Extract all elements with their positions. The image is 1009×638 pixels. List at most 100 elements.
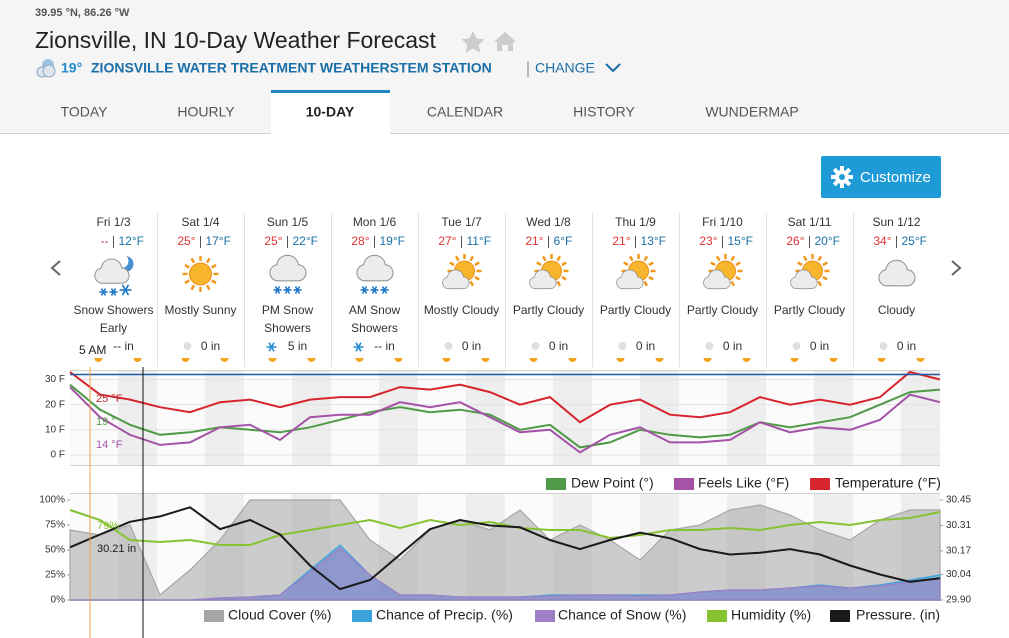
day-high: 23°	[699, 234, 717, 248]
precip-drop	[705, 342, 714, 350]
day-high: 21°	[525, 234, 543, 248]
prev-arrow[interactable]	[50, 260, 61, 276]
legend-label[interactable]: Humidity (%)	[731, 607, 811, 623]
tab[interactable]: HISTORY	[573, 104, 635, 120]
line-series	[69, 386, 941, 454]
sun-ray	[648, 275, 654, 281]
precip-drop	[183, 342, 192, 350]
day-high: 21°	[612, 234, 630, 248]
legend-swatch[interactable]	[707, 610, 727, 622]
legend-label[interactable]: Dew Point (°)	[571, 475, 654, 491]
day-condition: AM Snow Showers	[348, 303, 401, 335]
sunset-mark	[394, 358, 403, 362]
sun-ray	[474, 275, 480, 281]
snowflake	[381, 286, 388, 294]
tab[interactable]: CALENDAR	[427, 104, 503, 120]
favorite-star[interactable]	[461, 31, 485, 53]
legend-label[interactable]: Feels Like (°F)	[698, 475, 789, 491]
y-tick-label: 20 F	[45, 399, 65, 410]
legend-label[interactable]: Cloud Cover (%)	[228, 607, 331, 623]
sun-ray	[710, 261, 716, 267]
sun-ray	[556, 255, 562, 262]
sun-ray	[715, 255, 721, 262]
cloud	[887, 276, 907, 286]
annotation: 30.21 in	[97, 543, 136, 555]
y-tick-label: 75%	[45, 520, 65, 531]
sunset-mark	[133, 358, 142, 362]
snowflake	[274, 286, 281, 294]
day-low: 19°F	[380, 234, 405, 248]
station-icon	[36, 59, 56, 78]
day-precip: 0 in	[462, 339, 481, 353]
y-tick-label: 25%	[45, 570, 65, 581]
customize-button[interactable]	[821, 156, 941, 198]
day-condition: Snow Showers Early	[73, 303, 154, 335]
legend-label[interactable]: Chance of Snow (%)	[558, 607, 686, 623]
sun-ray	[541, 255, 547, 262]
night-band	[639, 370, 679, 465]
sun-ray	[817, 255, 823, 262]
legend-swatch[interactable]	[352, 610, 372, 622]
sun-ray	[205, 284, 211, 291]
precip-drop	[618, 342, 627, 350]
y-tick-label: 10 F	[45, 424, 65, 435]
day-low: 11°F	[467, 234, 492, 248]
sun-ray	[190, 257, 196, 264]
snowflake	[361, 286, 368, 294]
legend-swatch[interactable]	[546, 478, 566, 490]
day-low: 25°F	[902, 234, 927, 248]
day-condition: Partly Cloudy	[599, 303, 672, 317]
tab[interactable]: TODAY	[61, 104, 109, 120]
day-date: Sat 1/4	[181, 215, 219, 229]
sun-ray	[817, 280, 823, 287]
day-precip: 0 in	[810, 339, 829, 353]
next-arrow[interactable]	[951, 260, 962, 276]
day-low: 22°F	[293, 234, 318, 248]
day-date: Fri 1/10	[702, 215, 743, 229]
cloud	[796, 282, 812, 289]
legend-label[interactable]: Chance of Precip. (%)	[376, 607, 513, 623]
active-tab-bg	[271, 90, 390, 134]
customize-label[interactable]: Customize	[860, 169, 931, 186]
legend-swatch[interactable]	[535, 610, 555, 622]
sunset-mark	[307, 358, 316, 362]
y2-tick-label: 30.04	[946, 569, 971, 580]
day-low: 13°F	[641, 234, 666, 248]
legend-swatch[interactable]	[674, 478, 694, 490]
legend-swatch[interactable]	[204, 610, 224, 622]
sun-ray	[205, 257, 211, 264]
cloud	[622, 282, 638, 289]
legend-label[interactable]: Pressure. (in)	[856, 607, 940, 623]
sun-ray	[643, 280, 649, 287]
precip-drop	[792, 342, 801, 350]
station-name[interactable]: ZIONSVILLE WATER TREATMENT WEATHERSTEM S…	[91, 60, 492, 76]
annotation: 19 °	[96, 416, 116, 428]
sun-ray	[730, 280, 736, 287]
day-date: Sun 1/5	[267, 215, 309, 229]
cloud	[709, 282, 725, 289]
tab[interactable]: 10-DAY	[306, 104, 355, 120]
sun-ray	[628, 255, 634, 262]
cloud	[365, 271, 385, 281]
cloud	[102, 274, 122, 283]
y-tick-label: 0%	[51, 595, 66, 606]
precip-drop	[444, 342, 453, 350]
legend-label[interactable]: Temperature (°F)	[835, 475, 941, 491]
y2-tick-label: 30.17	[946, 546, 971, 557]
change-chevron[interactable]	[605, 63, 621, 73]
sunset-mark	[655, 358, 664, 362]
sun-ray	[561, 261, 567, 267]
sun-ray	[822, 261, 828, 267]
day-high: --	[101, 234, 109, 248]
day-high: 25°	[264, 234, 282, 248]
legend-swatch[interactable]	[810, 478, 830, 490]
home-icon[interactable]	[494, 32, 516, 51]
y-tick-label: 50%	[45, 545, 65, 556]
tab[interactable]: WUNDERMAP	[705, 104, 798, 120]
day-condition: Partly Cloudy	[512, 303, 585, 317]
night-band	[204, 370, 244, 465]
legend-swatch[interactable]	[830, 610, 850, 622]
change-link[interactable]: CHANGE	[535, 60, 595, 76]
tab[interactable]: HOURLY	[177, 104, 235, 120]
